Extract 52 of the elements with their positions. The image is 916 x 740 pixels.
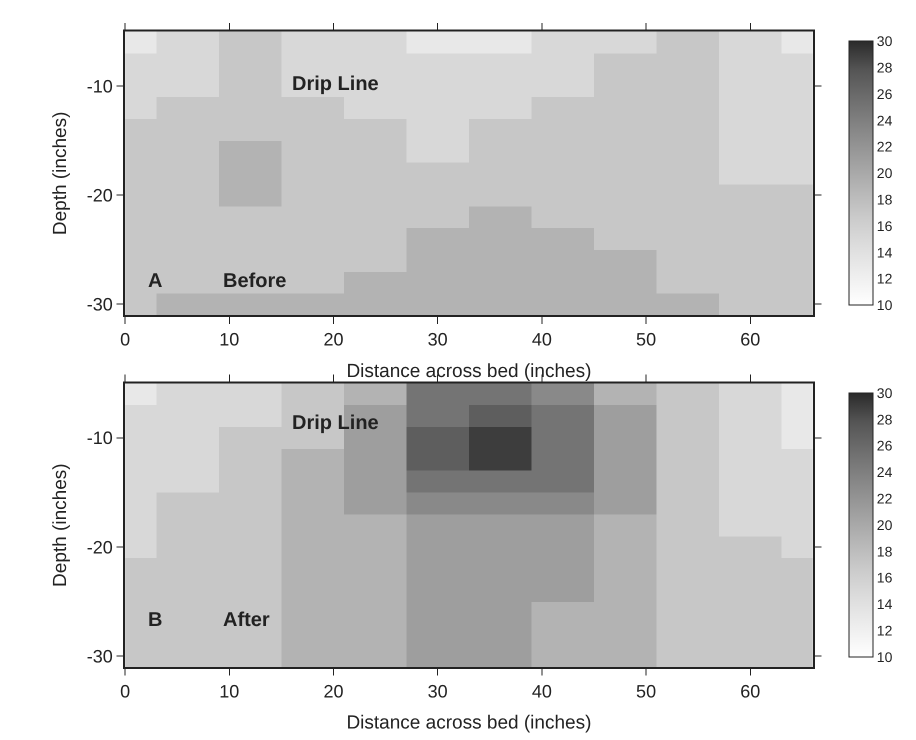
y-tick-label: -30 — [86, 646, 113, 666]
x-tick-label: 50 — [636, 330, 656, 350]
color-bar-label: 30 — [876, 384, 893, 401]
y-tick-label: -10 — [86, 76, 113, 96]
x-tick-label: 30 — [428, 330, 448, 350]
annotation: Before — [223, 270, 286, 292]
color-bar-label: 30 — [876, 33, 893, 50]
color-bar-label: 18 — [876, 191, 893, 208]
y-axis-title: Depth (inches) — [50, 463, 72, 587]
y-tick-label: -30 — [86, 294, 113, 315]
x-tick-label: 40 — [532, 681, 552, 702]
color-bar-label: 24 — [876, 464, 893, 480]
color-bar-label: 24 — [876, 112, 893, 128]
y-tick-label: -10 — [86, 428, 113, 448]
x-axis-title: Distance across bed (inches) — [346, 360, 592, 382]
annotation: Drip Line — [292, 412, 379, 434]
color-bar-label: 16 — [876, 218, 893, 234]
x-tick-label: 60 — [740, 330, 760, 350]
x-tick-label: 10 — [219, 681, 240, 702]
color-bar-label: 10 — [876, 648, 893, 665]
color-bar-label: 12 — [876, 270, 893, 287]
color-bar-label: 18 — [876, 543, 893, 560]
x-tick-label: 40 — [532, 330, 552, 350]
color-bar-label: 14 — [876, 244, 893, 260]
color-bar-label: 22 — [876, 490, 893, 506]
color-bar-label: 20 — [876, 516, 893, 533]
color-bar-label: 22 — [876, 138, 893, 155]
annotation: B — [148, 609, 162, 631]
color-bar-label: 28 — [876, 59, 893, 76]
y-tick-label: -20 — [86, 185, 113, 206]
annotation: After — [223, 609, 270, 631]
color-bar-label: 28 — [876, 411, 893, 428]
color-bar-label: 26 — [876, 86, 893, 102]
x-tick-label: 10 — [219, 330, 240, 350]
x-tick-label: 0 — [120, 681, 130, 702]
x-tick-label: 20 — [323, 681, 344, 702]
x-tick-label: 0 — [120, 330, 130, 350]
color-bar-label: 16 — [876, 570, 893, 586]
color-bar-label: 12 — [876, 622, 893, 638]
color-bar-label: 20 — [876, 165, 893, 182]
x-tick-label: 50 — [636, 681, 656, 702]
color-bar-label: 26 — [876, 438, 893, 454]
y-axis-title: Depth (inches) — [50, 112, 72, 236]
color-bar-label: 14 — [876, 596, 893, 612]
x-tick-label: 30 — [428, 681, 448, 702]
x-tick-label: 20 — [323, 330, 344, 350]
annotation: A — [148, 270, 162, 292]
color-bar-label: 10 — [876, 297, 893, 314]
annotation: Drip Line — [292, 73, 379, 95]
x-tick-label: 60 — [740, 681, 760, 702]
y-tick-label: -20 — [86, 537, 113, 558]
x-axis-title: Distance across bed (inches) — [346, 712, 592, 734]
